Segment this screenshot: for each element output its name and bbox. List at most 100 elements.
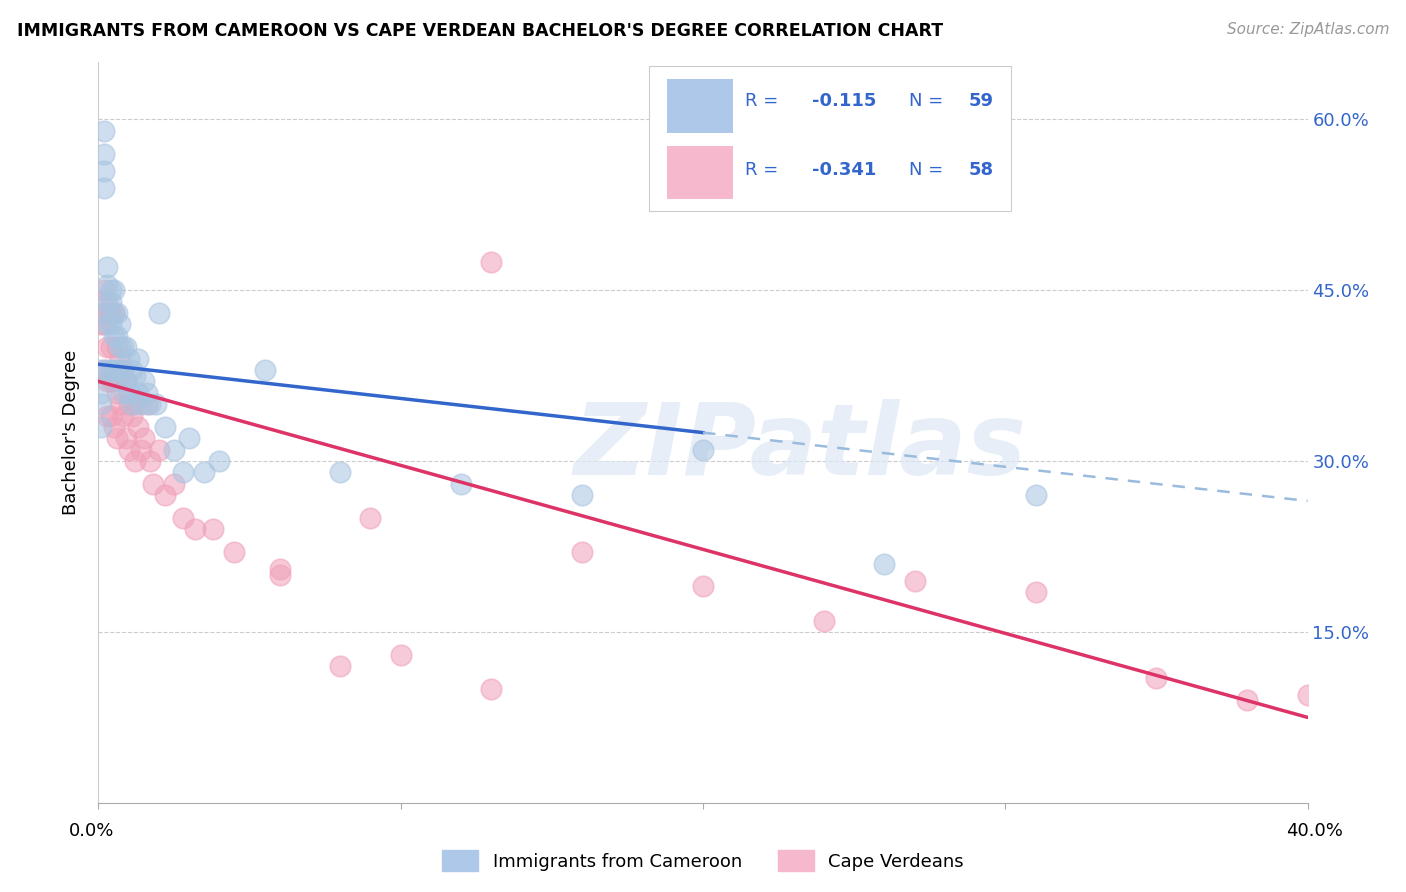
Point (172, 466, 194, 480)
Point (118, 442, 141, 457)
Text: N =: N = (908, 161, 949, 178)
Point (96, 340, 118, 354)
Point (108, 351, 131, 366)
Point (90, 385, 112, 400)
Point (1024, 488, 1046, 502)
Point (96, 306, 118, 320)
Text: R =: R = (745, 161, 785, 178)
Point (253, 363, 276, 377)
Point (813, 614, 835, 628)
Point (571, 545, 593, 559)
Point (103, 283, 125, 297)
Point (103, 363, 125, 377)
Point (124, 397, 146, 411)
Point (108, 375, 131, 389)
Point (481, 254, 503, 268)
Point (108, 318, 131, 332)
Point (148, 306, 170, 320)
Point (103, 306, 125, 320)
Legend: Immigrants from Cameroon, Cape Verdeans: Immigrants from Cameroon, Cape Verdeans (434, 843, 972, 879)
Point (111, 385, 134, 400)
Point (148, 442, 170, 457)
Point (100, 375, 122, 389)
Point (108, 397, 131, 411)
Point (153, 420, 176, 434)
Text: R =: R = (745, 92, 785, 110)
Point (100, 409, 122, 423)
Point (179, 431, 201, 445)
Point (145, 397, 167, 411)
Text: N =: N = (908, 92, 949, 110)
Point (360, 511, 382, 525)
Point (692, 442, 714, 457)
Point (93, 306, 115, 320)
Point (329, 466, 352, 480)
Text: -0.341: -0.341 (811, 161, 876, 178)
Y-axis label: Bachelor's Degree: Bachelor's Degree (62, 350, 80, 516)
Point (163, 442, 186, 457)
Point (100, 318, 122, 332)
Point (105, 385, 128, 400)
Point (132, 375, 155, 389)
Point (193, 466, 215, 480)
Point (118, 351, 141, 366)
Point (93, 163, 115, 178)
Point (111, 363, 134, 377)
Text: 59: 59 (969, 92, 994, 110)
Point (96, 375, 118, 389)
Point (103, 306, 125, 320)
Point (90, 318, 112, 332)
Text: 40.0%: 40.0% (1286, 822, 1343, 840)
Point (1236, 693, 1258, 707)
Text: IMMIGRANTS FROM CAMEROON VS CAPE VERDEAN BACHELOR'S DEGREE CORRELATION CHART: IMMIGRANTS FROM CAMEROON VS CAPE VERDEAN… (17, 22, 943, 40)
Point (90, 363, 112, 377)
Point (139, 397, 162, 411)
Point (127, 385, 149, 400)
Point (90, 397, 112, 411)
Point (127, 351, 149, 366)
Point (114, 375, 136, 389)
Text: 0.0%: 0.0% (69, 822, 114, 840)
Point (93, 283, 115, 297)
Point (184, 523, 207, 537)
Point (93, 180, 115, 194)
Point (142, 476, 165, 491)
Point (163, 476, 186, 491)
FancyBboxPatch shape (666, 79, 734, 133)
Point (127, 420, 149, 434)
Point (108, 340, 131, 354)
Point (100, 306, 122, 320)
Point (103, 420, 125, 434)
Point (139, 454, 162, 468)
FancyBboxPatch shape (666, 146, 734, 200)
Point (121, 409, 143, 423)
Point (93, 146, 115, 161)
Point (389, 648, 412, 662)
Point (1024, 585, 1046, 599)
Point (692, 579, 714, 593)
Point (100, 283, 122, 297)
Point (93, 318, 115, 332)
Point (208, 454, 231, 468)
Point (96, 409, 118, 423)
Point (90, 420, 112, 434)
Point (90, 294, 112, 309)
Point (132, 431, 155, 445)
Point (129, 397, 152, 411)
Point (224, 545, 246, 559)
Text: ZIPatlas: ZIPatlas (574, 399, 1026, 496)
Point (96, 318, 118, 332)
Point (96, 277, 118, 292)
Point (96, 260, 118, 275)
Point (105, 340, 128, 354)
Point (1296, 688, 1319, 702)
Point (1144, 671, 1167, 685)
Point (118, 397, 141, 411)
Point (114, 340, 136, 354)
Point (172, 511, 194, 525)
Point (105, 328, 128, 343)
Point (153, 488, 176, 502)
Point (129, 442, 152, 457)
Point (135, 397, 157, 411)
Point (329, 659, 352, 673)
